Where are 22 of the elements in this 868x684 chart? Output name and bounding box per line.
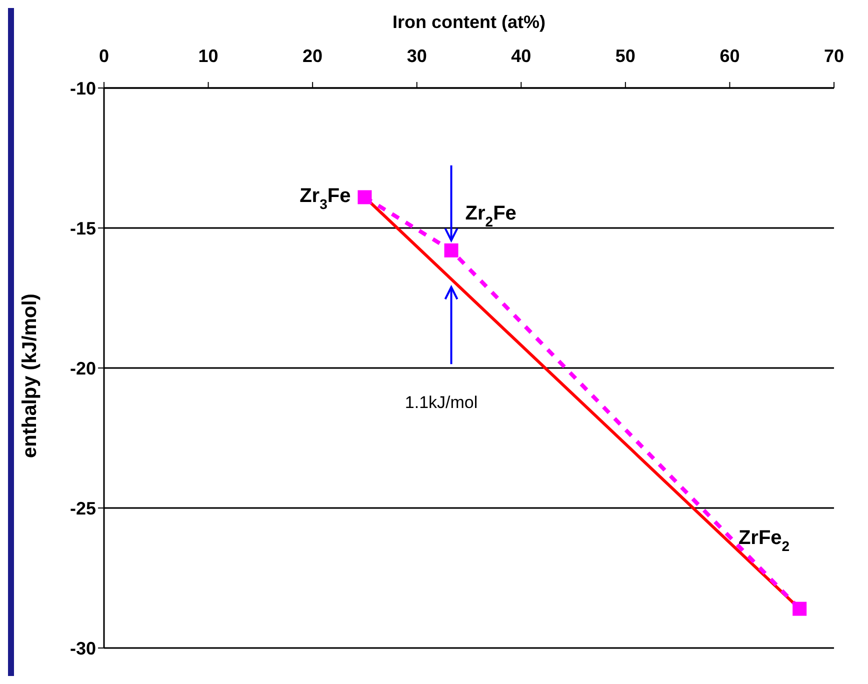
x-tick-label: 10 <box>198 46 218 66</box>
point <box>358 190 372 204</box>
annotation: Zr$_{3}$Fe <box>300 185 351 212</box>
x-tick-label: 70 <box>824 46 844 66</box>
annotation: Zr$_{2}$Fe <box>465 202 516 230</box>
x-axis-title: Iron content (at%) <box>392 12 546 32</box>
x-tick-label: 0 <box>98 46 110 66</box>
y-tick-label: -10 <box>70 78 96 98</box>
x-tick-label: 40 <box>511 46 532 66</box>
x-tick-label: 20 <box>302 46 323 66</box>
y-tick-label: -20 <box>70 358 96 378</box>
y-tick-label: -25 <box>70 498 96 518</box>
x-tick-label: 30 <box>406 46 427 66</box>
x-tick-label: 60 <box>720 46 740 66</box>
annotation: ZrFe$_{2}$ <box>738 527 790 554</box>
y-axis-title: enthalpy (kJ/mol) <box>19 294 42 458</box>
annotation: 1.1kJ/mol <box>404 394 478 413</box>
y-tick-label: -30 <box>70 638 96 658</box>
x-tick-label: 50 <box>615 46 636 66</box>
point <box>792 602 807 616</box>
point <box>444 243 458 258</box>
y-tick-label: -15 <box>70 218 96 238</box>
